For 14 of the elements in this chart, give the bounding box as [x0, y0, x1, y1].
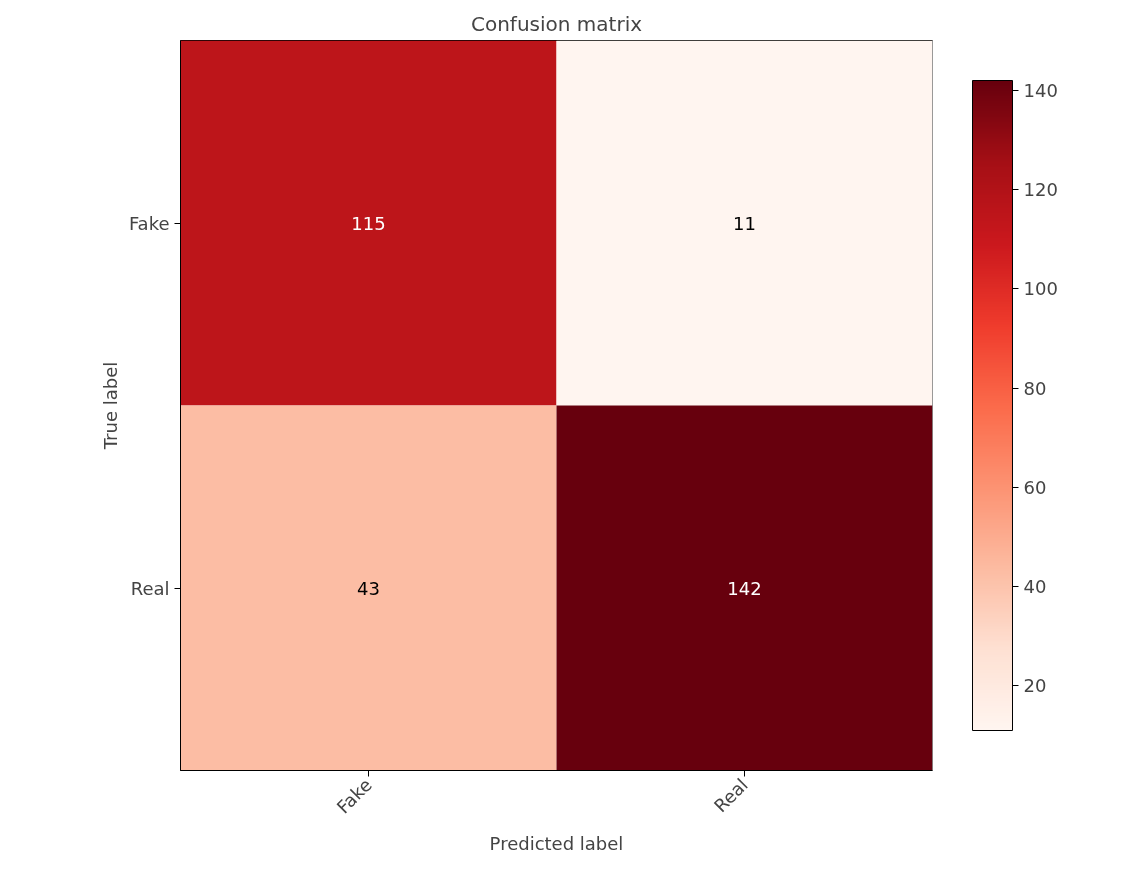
- color-bar-label: 60: [1023, 476, 1047, 498]
- color-bar-label: 20: [1023, 675, 1047, 697]
- data-label: 11: [733, 212, 756, 234]
- color-bar-label: 80: [1023, 377, 1047, 399]
- data-label: 142: [727, 577, 762, 599]
- color-bar-label: 140: [1023, 79, 1058, 101]
- chart-title: Confusion matrix: [470, 11, 643, 36]
- color-bar-label: 120: [1023, 179, 1058, 201]
- data-label: 43: [357, 577, 380, 599]
- data-label: 115: [351, 212, 386, 234]
- y-axis-title: True label: [99, 361, 121, 451]
- color-bar-label: 40: [1023, 576, 1047, 598]
- color-bar-label: 100: [1023, 278, 1058, 300]
- x-axis-title: Predicted label: [489, 833, 624, 855]
